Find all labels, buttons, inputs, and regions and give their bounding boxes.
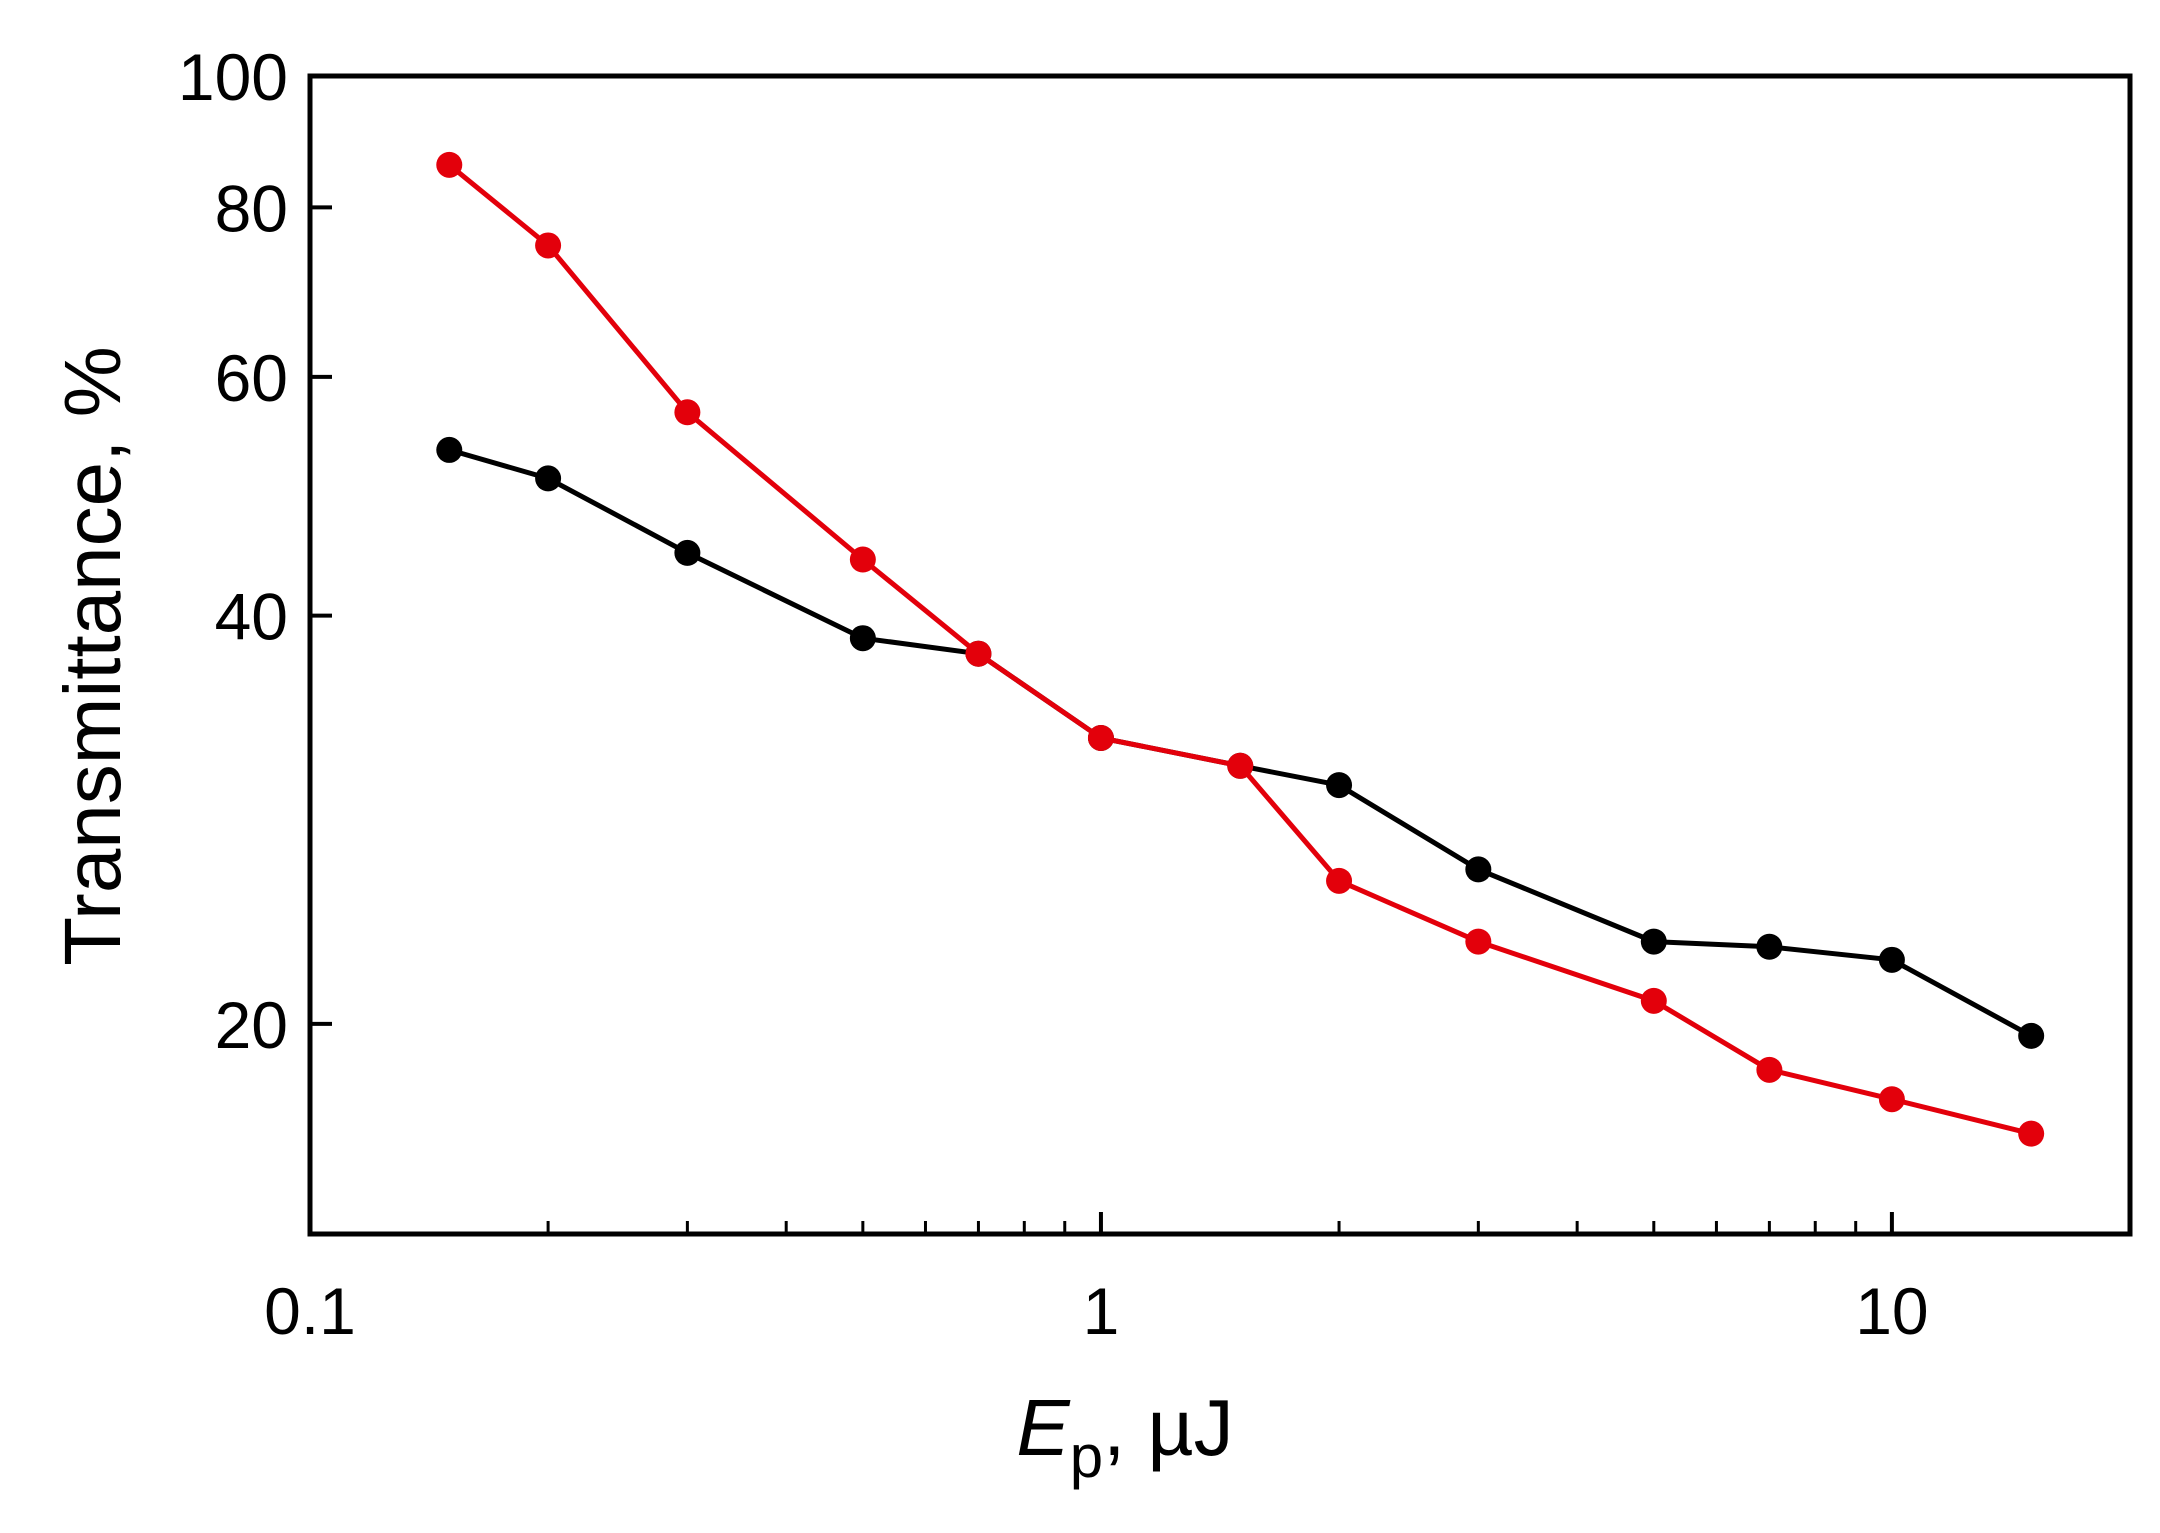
data-point [674,539,701,566]
data-point [1227,752,1254,779]
series-layer [436,151,2045,1147]
data-point [1756,1056,1783,1083]
data-point [1756,933,1783,960]
y-tick-label: 100 [178,40,288,114]
data-point [1326,772,1353,799]
data-point [1465,928,1492,955]
data-point [965,640,992,667]
data-point [1087,724,1114,751]
data-point [535,465,562,492]
plot-frame [307,73,2133,1237]
x-axis-unit: , µJ [1103,1383,1234,1472]
data-point [674,399,701,426]
data-point [1640,987,1667,1014]
data-point [1878,1086,1905,1113]
data-point [1465,856,1492,883]
y-tick-label: 60 [215,341,288,415]
label-layer: 0.1 1 10 20 40 60 80 100 [178,40,1929,1348]
x-tick-label: 1 [1083,1274,1120,1348]
data-point [849,625,876,652]
data-point [535,232,562,259]
x-axis-title: Ep, µJ [1016,1383,1233,1490]
data-point [1878,946,1905,973]
y-axis-title: Transmittance, % [48,346,137,965]
data-point [2018,1120,2045,1147]
y-tick-label: 20 [215,988,288,1062]
x-axis-subscript: p [1070,1423,1103,1490]
tick-layer [308,74,1894,1234]
y-tick-label: 40 [215,580,288,654]
data-point [1326,867,1353,894]
data-point [436,436,463,463]
data-point [436,151,463,178]
x-tick-label: 10 [1855,1274,1928,1348]
x-tick-label: 0.1 [264,1274,356,1348]
x-axis-symbol: E [1016,1383,1071,1472]
y-tick-label: 80 [215,171,288,245]
data-point [849,546,876,573]
data-point [1640,928,1667,955]
data-point [2018,1022,2045,1049]
